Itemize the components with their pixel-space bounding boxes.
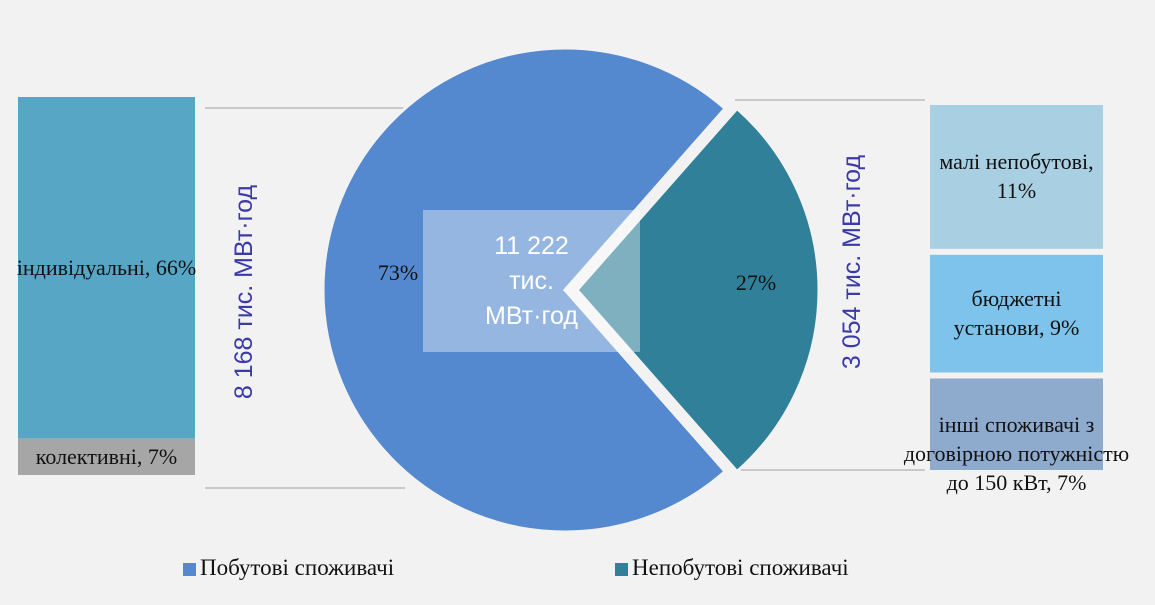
center-label: 11 222 тис. МВт·год	[485, 231, 578, 330]
total-label: 3 054 тис. МВт·год	[838, 154, 867, 370]
bar-segment	[18, 97, 195, 439]
legend-label: Непобутові споживачі	[632, 555, 849, 580]
bar-label: бюджетні установи, 9%	[953, 286, 1080, 340]
legend-label: Побутові споживачі	[200, 555, 395, 580]
legend-marker	[183, 563, 196, 576]
bar-segment	[18, 438, 195, 475]
bar-segment	[930, 254, 1103, 373]
bar-segment	[930, 378, 1103, 470]
bar-label: малі непобутові, 11%	[939, 149, 1094, 203]
bar-segment	[930, 105, 1103, 249]
bar-label: колективні, 7%	[35, 443, 178, 469]
data-label: 27%	[736, 270, 776, 295]
pie-slice	[321, 46, 728, 534]
total-label: 8 168 тис. МВт·год	[230, 184, 259, 400]
pie-slice	[575, 106, 821, 474]
bar-label: інші споживачі з договірною потужністю д…	[903, 412, 1130, 495]
bar-label: індивідуальні, 66%	[16, 254, 197, 280]
legend-marker	[615, 563, 628, 576]
center-box: 11 222 тис. МВт·год	[423, 210, 640, 352]
data-label: 73%	[378, 260, 418, 285]
